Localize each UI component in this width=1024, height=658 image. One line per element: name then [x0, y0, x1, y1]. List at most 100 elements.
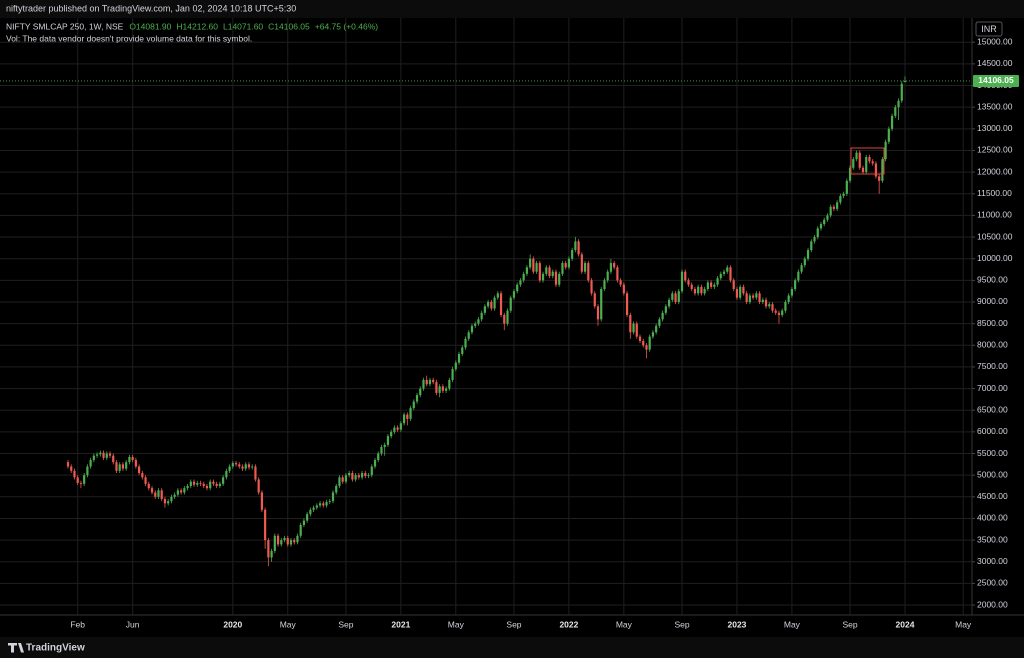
candle-body	[512, 291, 516, 298]
y-tick-label: 6000.00	[977, 426, 1008, 436]
y-tick-label: 12500.00	[977, 145, 1013, 155]
candle-body	[816, 228, 819, 238]
candle-body	[790, 289, 793, 296]
candle-body	[196, 482, 199, 485]
candle-body	[684, 271, 687, 281]
candle-body	[108, 453, 112, 456]
candle-body	[402, 414, 406, 424]
candle-body	[819, 224, 823, 229]
candle-body	[606, 271, 609, 281]
candle-body	[629, 314, 632, 333]
legend-open: O14081.90	[129, 21, 171, 31]
candle-body	[764, 299, 768, 307]
x-tick-label: May	[448, 619, 465, 629]
y-tick-label: 7000.00	[977, 383, 1008, 393]
candle-body	[519, 280, 522, 285]
candle-body	[367, 475, 370, 477]
candle-body	[312, 507, 315, 510]
candle-body	[522, 273, 525, 281]
candle-body	[781, 310, 784, 315]
candle-body	[642, 340, 645, 346]
x-tick-label: 2024	[896, 619, 915, 629]
y-tick-label: 3000.00	[977, 556, 1008, 566]
currency-box	[975, 21, 1003, 37]
candle-body	[871, 161, 874, 164]
y-tick-label: 13500.00	[977, 101, 1013, 111]
candle-body	[273, 535, 276, 551]
candle-body	[483, 306, 486, 313]
candle-body	[658, 319, 661, 326]
candle-body	[667, 299, 671, 307]
y-tick-label: 7500.00	[977, 361, 1008, 371]
y-tick-label: 11000.00	[977, 210, 1012, 220]
candle-body	[254, 466, 257, 480]
x-tick-label: Jun	[126, 619, 140, 629]
candle-body	[797, 271, 800, 281]
candle-body	[202, 483, 205, 486]
candle-body	[848, 167, 852, 181]
candle-body	[422, 379, 425, 389]
candle-body	[128, 456, 131, 463]
y-tick-label: 12000.00	[977, 166, 1013, 176]
candle-body	[803, 258, 806, 266]
candle-body	[509, 297, 512, 311]
candle-body	[622, 284, 625, 294]
x-tick-label: Sep	[674, 619, 689, 629]
y-tick-label: 4000.00	[977, 513, 1008, 523]
y-tick-label: 2000.00	[977, 599, 1008, 609]
candle-body	[739, 286, 742, 298]
candle-body	[664, 306, 667, 313]
candle-body	[645, 345, 648, 350]
candle-body	[706, 282, 709, 290]
candle-body	[865, 156, 868, 173]
y-tick-label: 6500.00	[977, 404, 1008, 414]
candle-body	[613, 263, 616, 268]
candle-body	[209, 481, 212, 489]
candle-body	[383, 444, 386, 448]
candle-body	[189, 481, 192, 486]
candle-body	[170, 496, 173, 502]
candle-body	[768, 304, 771, 307]
candle-body	[325, 502, 328, 506]
candle-body	[121, 464, 125, 469]
candle-body	[251, 466, 254, 468]
candle-body	[574, 241, 577, 251]
candle-body	[545, 267, 548, 274]
candle-body	[587, 263, 590, 281]
y-tick-label: 5000.00	[977, 469, 1008, 479]
candle-body	[884, 141, 887, 160]
candle-body	[729, 267, 732, 281]
candle-body	[315, 505, 318, 508]
candle-body	[322, 503, 325, 506]
candle-body	[276, 535, 280, 545]
candle-body	[406, 414, 409, 419]
candle-body	[571, 250, 574, 259]
candle-body	[341, 477, 344, 482]
candle-body	[205, 485, 209, 489]
candle-body	[564, 263, 567, 268]
candle-body	[887, 128, 890, 142]
candle-body	[690, 284, 693, 290]
candle-body	[186, 485, 189, 489]
x-tick-label: May	[784, 619, 801, 629]
candle-body	[228, 466, 231, 471]
candle-body	[373, 460, 377, 467]
candle-body	[390, 431, 393, 437]
candle-body	[752, 295, 755, 298]
legend-close: C14106.05	[268, 21, 310, 31]
candle-body	[234, 463, 238, 465]
candle-body	[800, 265, 803, 272]
candle-body	[858, 152, 861, 168]
candle-body	[755, 293, 758, 298]
candle-body	[125, 462, 128, 469]
candle-body	[241, 466, 244, 469]
x-tick-label: 2020	[223, 619, 242, 629]
candle-body	[897, 100, 900, 108]
candle-body	[180, 490, 183, 493]
publisher: niftytrader published on TradingView.com…	[6, 3, 296, 13]
candle-body	[836, 202, 839, 209]
x-tick-label: 2022	[559, 619, 578, 629]
legend-change: +64.75 (+0.46%)	[315, 21, 378, 31]
x-tick-label: Sep	[506, 619, 521, 629]
candle-body	[102, 452, 105, 458]
